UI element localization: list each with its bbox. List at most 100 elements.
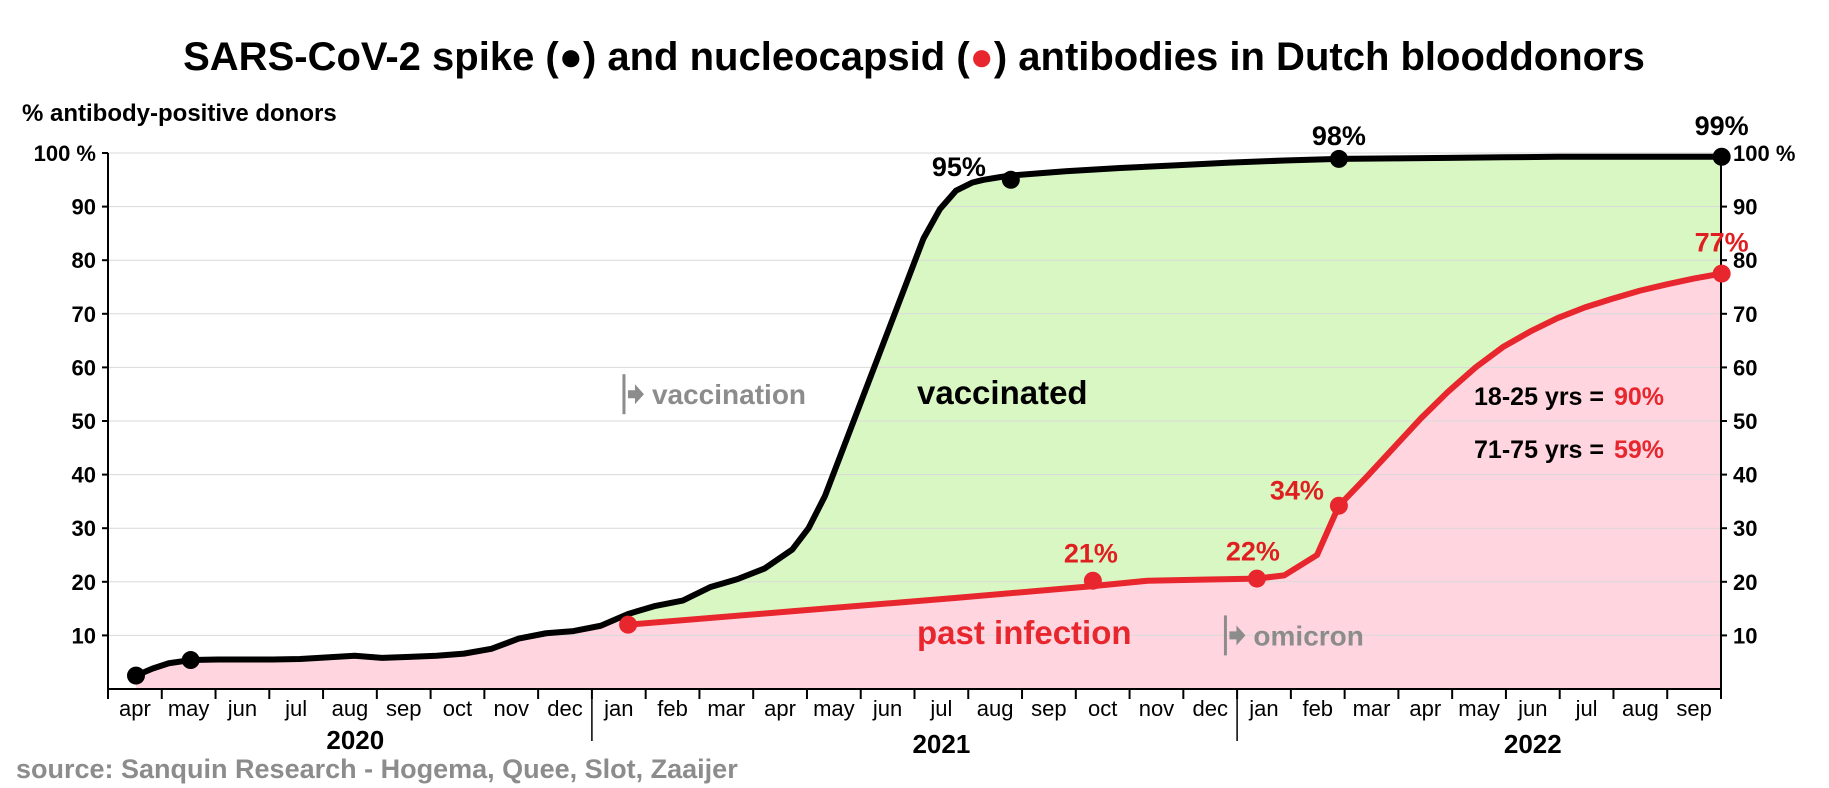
- y-tick-labels: 10 10 20 20 30 30 40 40 50 50 60 60 70 70 80 80 90 90 100 …: [34, 141, 1796, 648]
- x-tick-label: may: [1458, 696, 1500, 721]
- spike-marker: [1001, 170, 1020, 189]
- y-tick-label-right: 80: [1733, 248, 1757, 273]
- x-tick-label: sep: [1676, 696, 1711, 721]
- x-tick-label: nov: [494, 696, 529, 721]
- title-part: ●: [970, 35, 994, 79]
- x-tick-label: apr: [119, 696, 151, 721]
- spike-value-label: 98%: [1312, 121, 1366, 151]
- spike-marker: [1329, 149, 1348, 168]
- y-tick-label-right: 40: [1733, 463, 1757, 488]
- y-tick-label-left: 40: [72, 463, 96, 488]
- year-label: 2022: [1504, 729, 1562, 759]
- x-tick-label: jan: [1248, 696, 1278, 721]
- series-lines: [133, 153, 1725, 679]
- year-label: 2021: [912, 729, 970, 759]
- nucleocapsid-marker: [1083, 571, 1102, 590]
- nucleocapsid-value-label: 34%: [1270, 476, 1324, 506]
- area-fills: [136, 156, 1722, 689]
- title-part: SARS-CoV-2 spike (: [183, 35, 559, 79]
- y-tick-label-left: 30: [72, 516, 96, 541]
- title-part: ) antibodies in Dutch blooddonors: [994, 35, 1645, 79]
- x-tick-label: may: [813, 696, 855, 721]
- nucleocapsid-line: [625, 270, 1725, 628]
- y-tick-label-right: 50: [1733, 409, 1757, 434]
- x-tick-label: oct: [1088, 696, 1117, 721]
- nucleocapsid-marker: [619, 615, 638, 634]
- y-tick-label-right: 20: [1733, 570, 1757, 595]
- gridlines: [108, 152, 1721, 636]
- x-tick-label: jul: [284, 696, 307, 721]
- nucleocapsid-value-label: 21%: [1064, 539, 1118, 569]
- y-tick-label-left: 50: [72, 409, 96, 434]
- y-tick-label-right: 60: [1733, 355, 1757, 380]
- x-tick-label: sep: [386, 696, 421, 721]
- series-markers: 95% 98% 99% 21% 22% 34% 77%: [127, 111, 1749, 685]
- y-tick-label-left: 90: [72, 195, 96, 220]
- y-tick-label-left: 100 %: [34, 141, 96, 166]
- nucleocapsid-marker: [1247, 569, 1266, 588]
- age-group-label: 71-75 yrs =: [1474, 436, 1604, 464]
- omicron-event-label: omicron: [1253, 620, 1363, 651]
- x-tick-label: mar: [1353, 696, 1391, 721]
- x-tick-label: feb: [1302, 696, 1333, 721]
- spike-line: [133, 153, 1725, 679]
- nucleocapsid-value-label: 22%: [1226, 537, 1280, 567]
- x-tick-label: jul: [1575, 696, 1598, 721]
- vaccinated-area-label: vaccinated: [917, 374, 1088, 411]
- y-tick-label-right: 10: [1733, 623, 1757, 648]
- y-tick-label-left: 60: [72, 355, 96, 380]
- past-infection-area-label: past infection: [917, 614, 1132, 651]
- x-tick-label: dec: [1192, 696, 1227, 721]
- x-tick-label: may: [168, 696, 210, 721]
- x-tick-label: jan: [603, 696, 633, 721]
- x-tick-label: jul: [929, 696, 952, 721]
- spike-marker: [181, 651, 200, 670]
- spike-value-label: 95%: [932, 152, 986, 182]
- spike-marker: [1712, 147, 1731, 166]
- y-tick-label-right: 100 %: [1733, 141, 1795, 166]
- x-tick-label: mar: [707, 696, 745, 721]
- y-tick-label-left: 80: [72, 248, 96, 273]
- x-tick-label: nov: [1139, 696, 1174, 721]
- x-tick-label: jun: [872, 696, 902, 721]
- age-group-label: 18-25 yrs =: [1474, 383, 1604, 411]
- title-part: ●: [559, 35, 583, 79]
- nucleocapsid-marker: [1329, 496, 1348, 515]
- x-tick-label: sep: [1031, 696, 1066, 721]
- y-tick-label-right: 70: [1733, 302, 1757, 327]
- y-tick-label-left: 70: [72, 302, 96, 327]
- annotations: vaccination omicron vaccinated past infecti…: [622, 374, 1664, 656]
- x-tick-label: feb: [657, 696, 688, 721]
- x-tick-label: jun: [227, 696, 257, 721]
- source-note: source: Sanquin Research - Hogema, Quee,…: [16, 754, 738, 784]
- x-tick-label: apr: [764, 696, 796, 721]
- omicron-event-arrow-icon: [1229, 625, 1246, 646]
- x-tick-label: dec: [547, 696, 582, 721]
- year-label: 2020: [326, 725, 384, 755]
- x-tick-label: apr: [1409, 696, 1441, 721]
- x-tick-label: aug: [977, 696, 1014, 721]
- age-group-value: 59%: [1614, 436, 1664, 464]
- y-tick-label-left: 10: [72, 623, 96, 648]
- spike-marker: [127, 666, 145, 685]
- y-axis-label: % antibody-positive donors: [22, 100, 337, 127]
- nucleocapsid-marker: [1712, 264, 1731, 283]
- vaccination-event-label: vaccination: [652, 379, 806, 410]
- y-tick-label-right: 30: [1733, 516, 1757, 541]
- vaccination-event-arrow-icon: [627, 384, 644, 405]
- x-tick-label: oct: [443, 696, 472, 721]
- vaccinated-area: [628, 156, 1722, 625]
- spike-value-label: 99%: [1695, 111, 1749, 141]
- x-tick-label: aug: [1622, 696, 1659, 721]
- x-tick-label: jun: [1517, 696, 1547, 721]
- y-tick-label-right: 90: [1733, 195, 1757, 220]
- x-tick-label: aug: [332, 696, 369, 721]
- title-part: ) and nucleocapsid (: [583, 35, 970, 79]
- past-infection-area: [136, 273, 1722, 689]
- age-group-value: 90%: [1614, 383, 1664, 411]
- x-tick-labels: apr may jun jul aug sep oct nov dec jan feb mar apr m…: [107, 689, 1722, 759]
- y-tick-label-left: 20: [72, 570, 96, 595]
- nucleocapsid-value-label: 77%: [1695, 228, 1749, 258]
- chart-title: SARS-CoV-2 spike (●) and nucleocapsid (●…: [183, 35, 1645, 79]
